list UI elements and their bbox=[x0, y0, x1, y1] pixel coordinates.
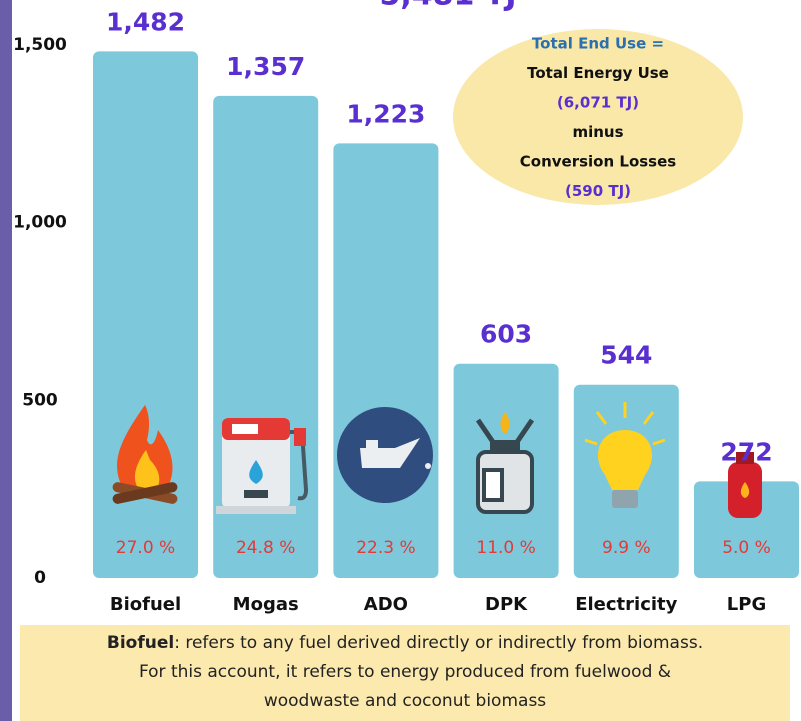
value-label: 272 bbox=[720, 437, 772, 466]
y-tick-label: 0 bbox=[34, 568, 46, 588]
annotation-bubble bbox=[453, 29, 743, 205]
annotation-line: minus bbox=[572, 123, 623, 141]
chart-title: 5,481 TJ bbox=[380, 0, 517, 13]
annotation: Total End Use = Total Energy Use (6,071 TJ… bbox=[453, 29, 743, 205]
y-tick-label: 1,000 bbox=[13, 213, 67, 233]
x-tick-label: LPG bbox=[727, 594, 766, 615]
share-label: 5.0 % bbox=[722, 538, 771, 558]
share-label: 22.3 % bbox=[356, 538, 415, 558]
bar bbox=[93, 51, 198, 579]
x-tick-label: DPK bbox=[485, 594, 528, 615]
annotation-line: Total End Use = bbox=[532, 35, 664, 53]
y-tick-label: 500 bbox=[22, 390, 58, 410]
icon-fire bbox=[112, 405, 178, 504]
footnote-box bbox=[20, 625, 790, 721]
icon-pump bbox=[216, 418, 309, 514]
value-label: 1,223 bbox=[346, 99, 425, 128]
y-tick-label: 1,500 bbox=[13, 35, 67, 55]
annotation-line: Conversion Losses bbox=[520, 153, 677, 171]
footnote-text: : refers to any fuel derived directly or… bbox=[174, 633, 703, 653]
icon-oil-can bbox=[337, 407, 433, 503]
annotation-line: (6,071 TJ) bbox=[557, 94, 639, 112]
value-label: 1,482 bbox=[106, 7, 185, 36]
bar bbox=[694, 481, 799, 578]
icon-stove bbox=[475, 412, 535, 514]
share-label: 11.0 % bbox=[476, 538, 535, 558]
value-label: 544 bbox=[600, 341, 652, 370]
x-tick-label: Mogas bbox=[233, 594, 299, 615]
footnote-line: For this account, it refers to energy pr… bbox=[139, 662, 671, 682]
side-stripe bbox=[0, 0, 12, 721]
share-label: 27.0 % bbox=[116, 538, 175, 558]
annotation-line: (590 TJ) bbox=[565, 182, 631, 200]
value-label: 603 bbox=[480, 320, 532, 349]
icon-gas-tank bbox=[728, 452, 762, 518]
bar bbox=[333, 143, 439, 578]
footnote-term: Biofuel bbox=[107, 633, 174, 653]
value-label: 1,357 bbox=[226, 52, 305, 81]
x-tick-label: ADO bbox=[364, 594, 408, 615]
footnote-line: Biofuel: refers to any fuel derived dire… bbox=[107, 633, 703, 653]
x-tick-label: Electricity bbox=[575, 594, 677, 615]
share-label: 9.9 % bbox=[602, 538, 651, 558]
icon-bulb bbox=[584, 402, 666, 508]
footnote-line: woodwaste and coconut biomass bbox=[264, 691, 546, 711]
annotation-line: Total Energy Use bbox=[527, 64, 669, 82]
share-label: 24.8 % bbox=[236, 538, 295, 558]
x-tick-label: Biofuel bbox=[110, 594, 181, 615]
